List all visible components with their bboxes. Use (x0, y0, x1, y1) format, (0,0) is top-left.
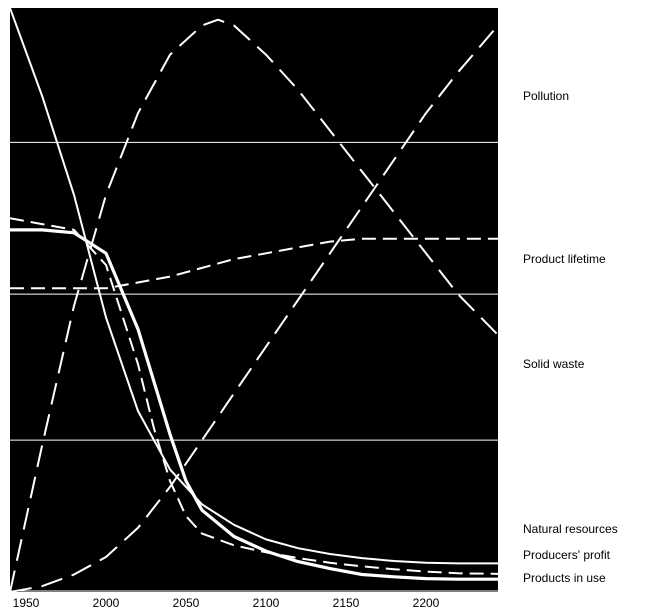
series-label-products-in-use: Products in use (523, 571, 606, 585)
series-label-natural-resources: Natural resources (523, 522, 618, 536)
series-line-natural-resources (10, 8, 498, 565)
gridlines (10, 141, 498, 592)
x-tick-label-2200: 2200 (413, 596, 440, 610)
x-tick-label-2000: 2000 (93, 596, 120, 610)
series-label-producers-profit: Producers' profit (523, 548, 611, 562)
series-line-solid-waste (10, 18, 498, 592)
series-line-pollution (10, 24, 498, 592)
x-tick-label-2150: 2150 (333, 596, 360, 610)
x-axis: 1950 2000 2050 2100 2150 2200 (13, 596, 440, 610)
x-tick-label-1950: 1950 (13, 596, 40, 610)
series-lines (10, 8, 498, 592)
series-line-producers-profit (10, 217, 498, 575)
chart-panel (10, 8, 498, 592)
series-labels: Pollution Product lifetime Solid waste Natu… (523, 89, 618, 585)
series-label-pollution: Pollution (523, 89, 569, 103)
x-tick-label-2100: 2100 (253, 596, 280, 610)
x-tick-label-2050: 2050 (173, 596, 200, 610)
series-line-products-in-use (10, 228, 498, 581)
series-line-product-lifetime (10, 237, 498, 290)
series-label-solid-waste: Solid waste (523, 357, 585, 371)
series-label-product-lifetime: Product lifetime (523, 252, 606, 266)
